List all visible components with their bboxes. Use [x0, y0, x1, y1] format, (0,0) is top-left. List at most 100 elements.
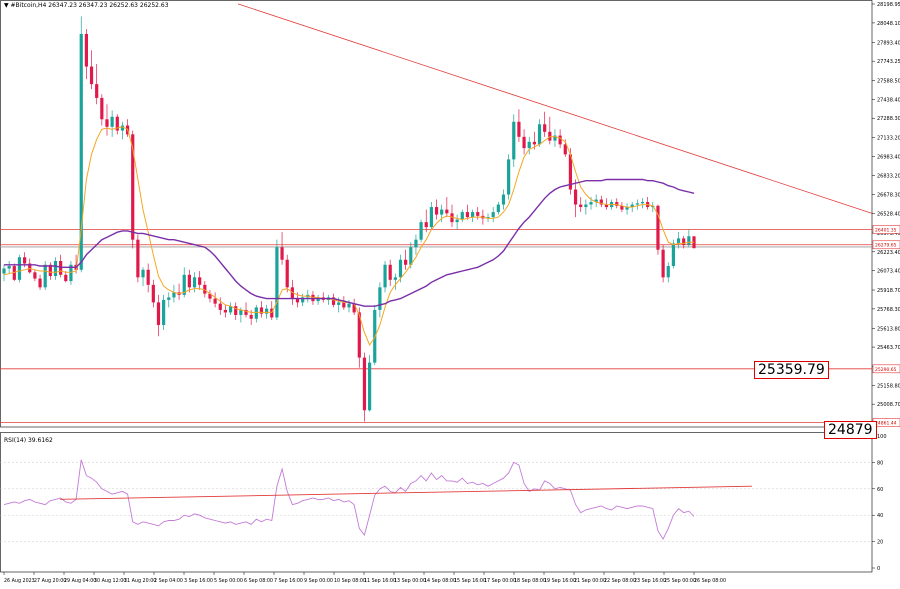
y-tick-label-5: 27438.40 — [877, 97, 900, 103]
candle-body — [537, 124, 542, 145]
y-tick-label-17: 25613.80 — [877, 326, 900, 332]
candle-body — [470, 212, 475, 218]
candle-body — [635, 203, 639, 205]
rsi-y-tick-label-4: 20 — [877, 540, 883, 546]
candle-body — [2, 268, 6, 274]
rsi-trendline — [59, 485, 753, 500]
candle-body — [676, 238, 681, 244]
rsi-info: RSI(14) 39.6162 — [4, 437, 53, 444]
candle-body — [115, 116, 119, 131]
x-tick-label-9: 7 Sep 16:00 — [274, 578, 303, 584]
level-tag-box-0 — [872, 225, 900, 234]
candle-body — [43, 264, 47, 288]
candle-body — [295, 298, 300, 303]
main-trendline — [237, 3, 873, 214]
x-tick-label-0: 26 Aug 2023 — [4, 578, 35, 584]
candle-body — [419, 222, 423, 240]
x-tick-label-4: 31 Aug 20:00 — [124, 578, 156, 584]
candle-body — [496, 204, 500, 213]
candle-body — [579, 204, 583, 208]
candle-body — [239, 309, 243, 315]
y-tick-label-12: 26373.45 — [877, 231, 900, 237]
candle-body — [290, 287, 294, 299]
candle-body — [630, 204, 634, 208]
candle-body — [228, 306, 233, 313]
y-tick-label-10: 26678.30 — [877, 193, 900, 199]
candle-body — [64, 274, 68, 282]
candle-body — [491, 212, 495, 218]
candle-body — [589, 202, 593, 205]
candle-body — [331, 297, 336, 305]
candle-body — [146, 269, 150, 285]
candle-body — [110, 116, 114, 127]
x-tick-label-13: 13 Sep 00:00 — [394, 578, 426, 584]
ma-slow-line — [4, 178, 695, 307]
candle-body — [671, 243, 676, 267]
x-tick-label-14: 14 Sep 08:00 — [424, 578, 456, 584]
x-tick-label-2: 29 Aug 04:00 — [64, 578, 96, 584]
level-tag-3: 25290.65 — [875, 367, 897, 373]
x-tick-label-21: 23 Sep 16:00 — [634, 578, 666, 584]
candle-body — [620, 205, 624, 210]
rsi-line — [3, 459, 695, 540]
candle-body — [501, 194, 506, 205]
candle-body — [563, 144, 567, 155]
candle-body — [543, 124, 547, 132]
x-tick-label-15: 15 Sep 16:00 — [454, 578, 486, 584]
x-tick-label-17: 18 Sep 08:00 — [514, 578, 546, 584]
candle-body — [12, 266, 16, 280]
level-tag-0: 26401.35 — [875, 227, 897, 233]
y-tick-label-3: 27743.25 — [877, 59, 900, 65]
candle-body — [640, 202, 645, 204]
candle-body — [187, 274, 191, 288]
candle-body — [455, 219, 459, 223]
candle-body — [84, 33, 88, 67]
candle-body — [275, 247, 279, 318]
candle-body — [527, 141, 531, 149]
candle-body — [89, 66, 94, 85]
x-tick-label-16: 17 Sep 00:00 — [484, 578, 516, 584]
candle-body — [270, 308, 274, 318]
candle-body — [362, 357, 367, 411]
candle-body — [522, 136, 526, 149]
candle-body — [656, 205, 660, 250]
candle-body — [517, 121, 521, 137]
candle-body — [666, 266, 670, 278]
candle-body — [476, 212, 480, 216]
candle-body — [409, 247, 413, 265]
candle-body — [234, 306, 238, 315]
candle-body — [33, 272, 37, 279]
candle-body — [445, 209, 449, 214]
candle-body — [553, 135, 557, 141]
candle-body — [100, 97, 104, 120]
candle-body — [192, 277, 197, 288]
candle-body — [218, 303, 222, 310]
x-tick-label-6: 3 Sep 16:00 — [184, 578, 213, 584]
x-tick-label-12: 11 Sep 16:00 — [364, 578, 396, 584]
x-tick-label-5: 2 Sep 04:00 — [154, 578, 183, 584]
candle-body — [244, 309, 248, 315]
y-tick-label-1: 28048.10 — [877, 21, 900, 27]
candle-body — [17, 257, 22, 280]
x-tick-label-10: 9 Sep 00:00 — [304, 578, 333, 584]
candle-body — [532, 141, 536, 145]
candle-body — [265, 308, 269, 314]
x-tick-label-23: 26 Sep 08:00 — [694, 578, 726, 584]
candle-body — [378, 287, 382, 310]
x-tick-label-20: 22 Sep 08:00 — [604, 578, 636, 584]
candle-body — [22, 257, 27, 264]
candle-body — [198, 277, 202, 285]
level-tag-4: 24861.44 — [875, 421, 897, 427]
candle-body — [615, 202, 619, 206]
candle-body — [95, 84, 99, 98]
x-tick-label-22: 25 Sep 00:00 — [664, 578, 696, 584]
candle-body — [301, 297, 305, 303]
candle-body — [182, 274, 186, 295]
candle-body — [568, 154, 573, 190]
candle-body — [398, 259, 403, 278]
x-tick-label-19: 21 Sep 00:00 — [574, 578, 606, 584]
candle-body — [512, 121, 516, 160]
candle-body — [460, 212, 464, 220]
